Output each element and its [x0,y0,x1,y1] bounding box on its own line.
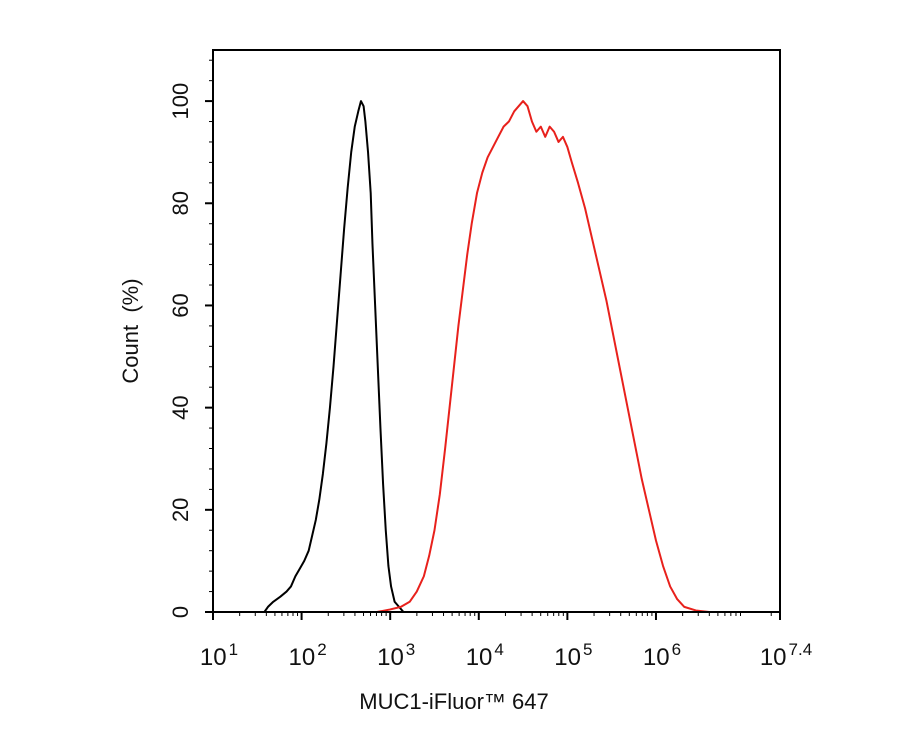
y-tick-label: 80 [168,191,193,215]
plot-frame [212,49,781,613]
x-tick-label: 10 4 [466,640,504,671]
y-tick-label: 20 [168,498,193,522]
x-tick-label: 10 1 [200,640,238,671]
y-tick-label: 0 [168,606,193,618]
y-tick-label: 40 [168,395,193,419]
x-tick-labels: 10 1 10 2 10 3 10 4 10 5 10 6 10 7.4 [200,640,812,671]
x-tick-label: 10 6 [643,640,681,671]
x-tick-label: 10 7.4 [760,640,812,671]
x-tick-label: 10 3 [377,640,415,671]
x-axis-title: MUC1-iFluor™ 647 [359,689,549,714]
y-tick-labels: 0 20 40 60 80 100 [168,83,193,618]
series-line-control [263,100,405,613]
plot-area [263,100,710,613]
x-tick-label: 10 5 [554,640,592,671]
y-axis-title: Count (%) [118,278,143,383]
series-line-muc1 [376,100,710,613]
x-tick-label: 10 2 [289,640,327,671]
y-tick-label: 60 [168,293,193,317]
y-tick-label: 100 [168,83,193,120]
axis-ticks [205,59,781,620]
